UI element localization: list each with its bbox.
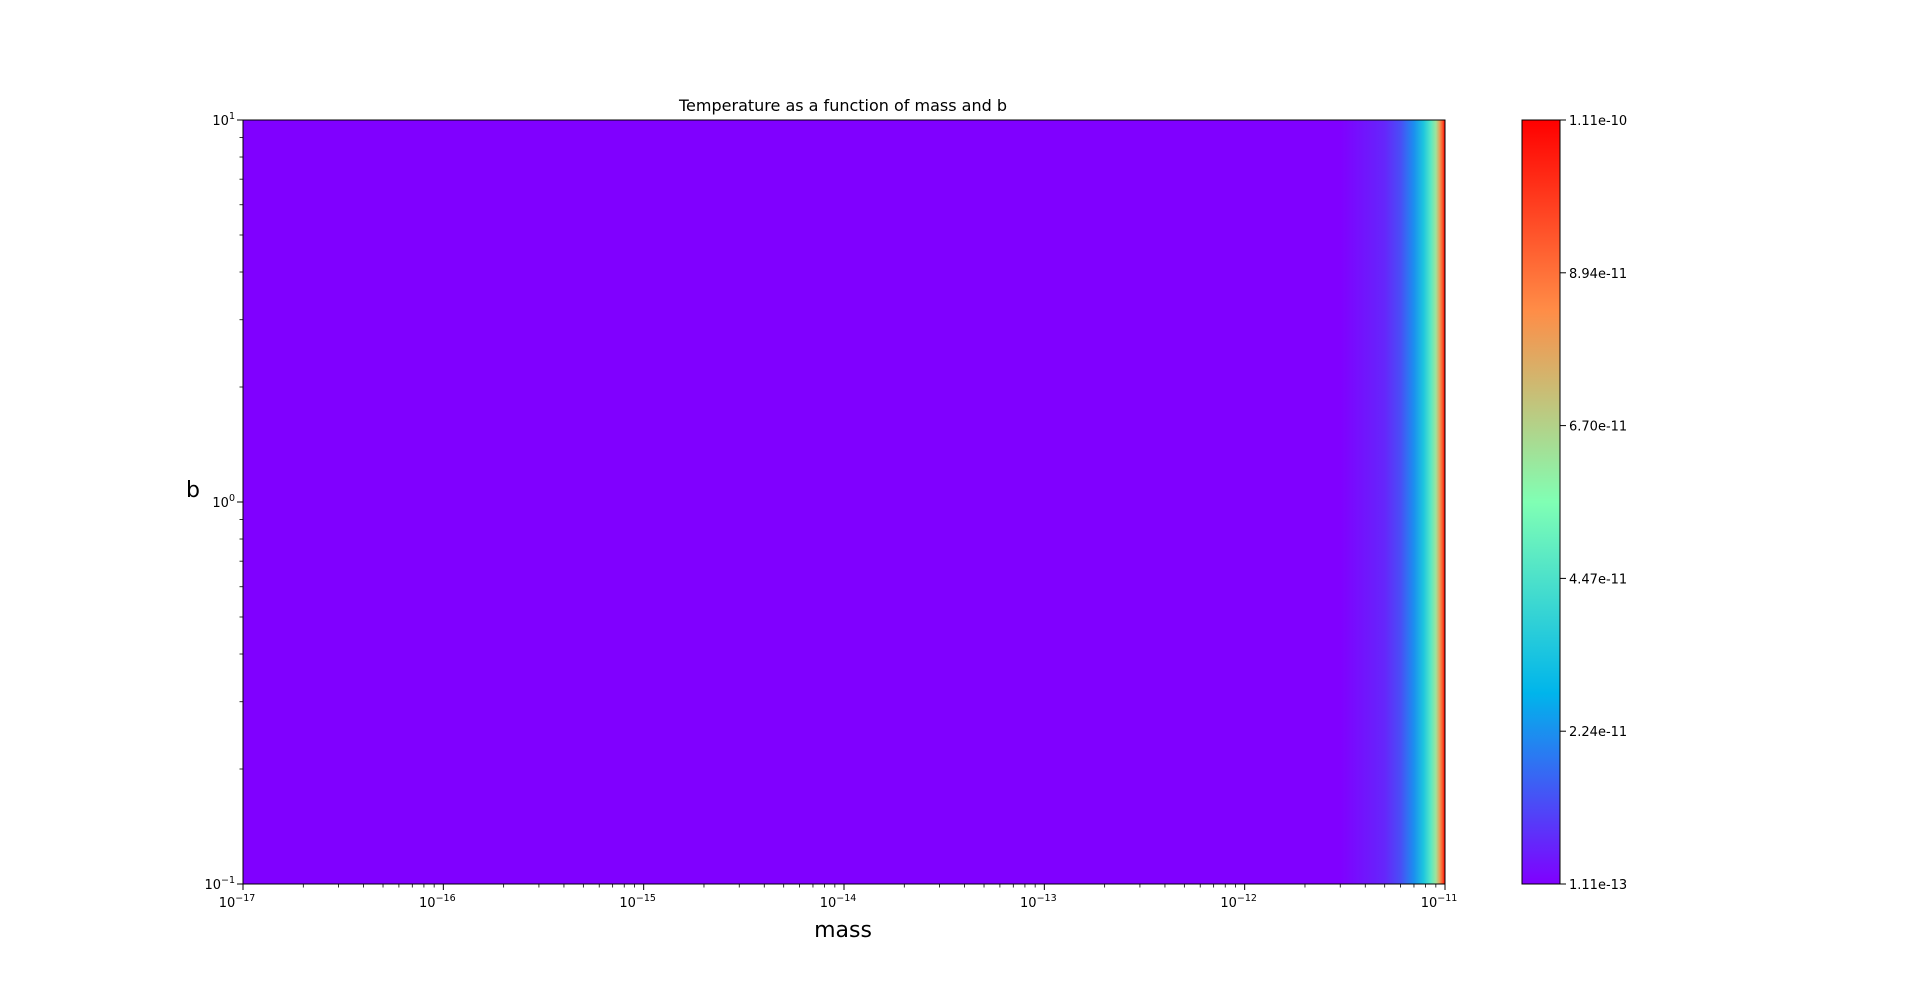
x-axis-label: mass bbox=[814, 918, 872, 943]
x-tick-label: 10−15 bbox=[619, 893, 656, 911]
x-tick-label: 10−17 bbox=[219, 893, 256, 911]
colorbar-tick-label: 1.11e-10 bbox=[1569, 114, 1627, 129]
y-tick-label: 101 bbox=[212, 111, 235, 129]
y-axis-label: b bbox=[186, 478, 200, 503]
x-tick-label: 10−12 bbox=[1220, 893, 1257, 911]
colorbar-frame bbox=[1521, 119, 1561, 885]
x-tick-label: 10−11 bbox=[1421, 893, 1458, 911]
colorbar-tick-label: 2.24e-11 bbox=[1569, 725, 1627, 740]
colorbar-axis: 1.11e-13 2.24e-11 4.47e-11 6.70e-11 8.94e-11… bbox=[1560, 114, 1627, 893]
heatmap-field bbox=[243, 120, 1445, 884]
y-tick-label: 10−1 bbox=[204, 875, 235, 893]
x-tick-label: 10−13 bbox=[1020, 893, 1057, 911]
y-tick-label: 100 bbox=[212, 493, 235, 511]
colorbar bbox=[1522, 120, 1560, 884]
x-axis: 10−17 10−16 10−15 10−14 10−13 10−12 10−11 bbox=[219, 884, 1458, 911]
colorbar-tick-label: 1.11e-13 bbox=[1569, 878, 1627, 893]
y-axis: 10−1 100 101 bbox=[204, 111, 243, 893]
colorbar-tick-label: 8.94e-11 bbox=[1569, 267, 1627, 282]
x-tick-label: 10−16 bbox=[419, 893, 456, 911]
colorbar-tick-label: 4.47e-11 bbox=[1569, 572, 1627, 587]
colorbar-tick-label: 6.70e-11 bbox=[1569, 420, 1627, 435]
chart-title: Temperature as a function of mass and b bbox=[678, 96, 1007, 115]
x-tick-label: 10−14 bbox=[820, 893, 857, 911]
